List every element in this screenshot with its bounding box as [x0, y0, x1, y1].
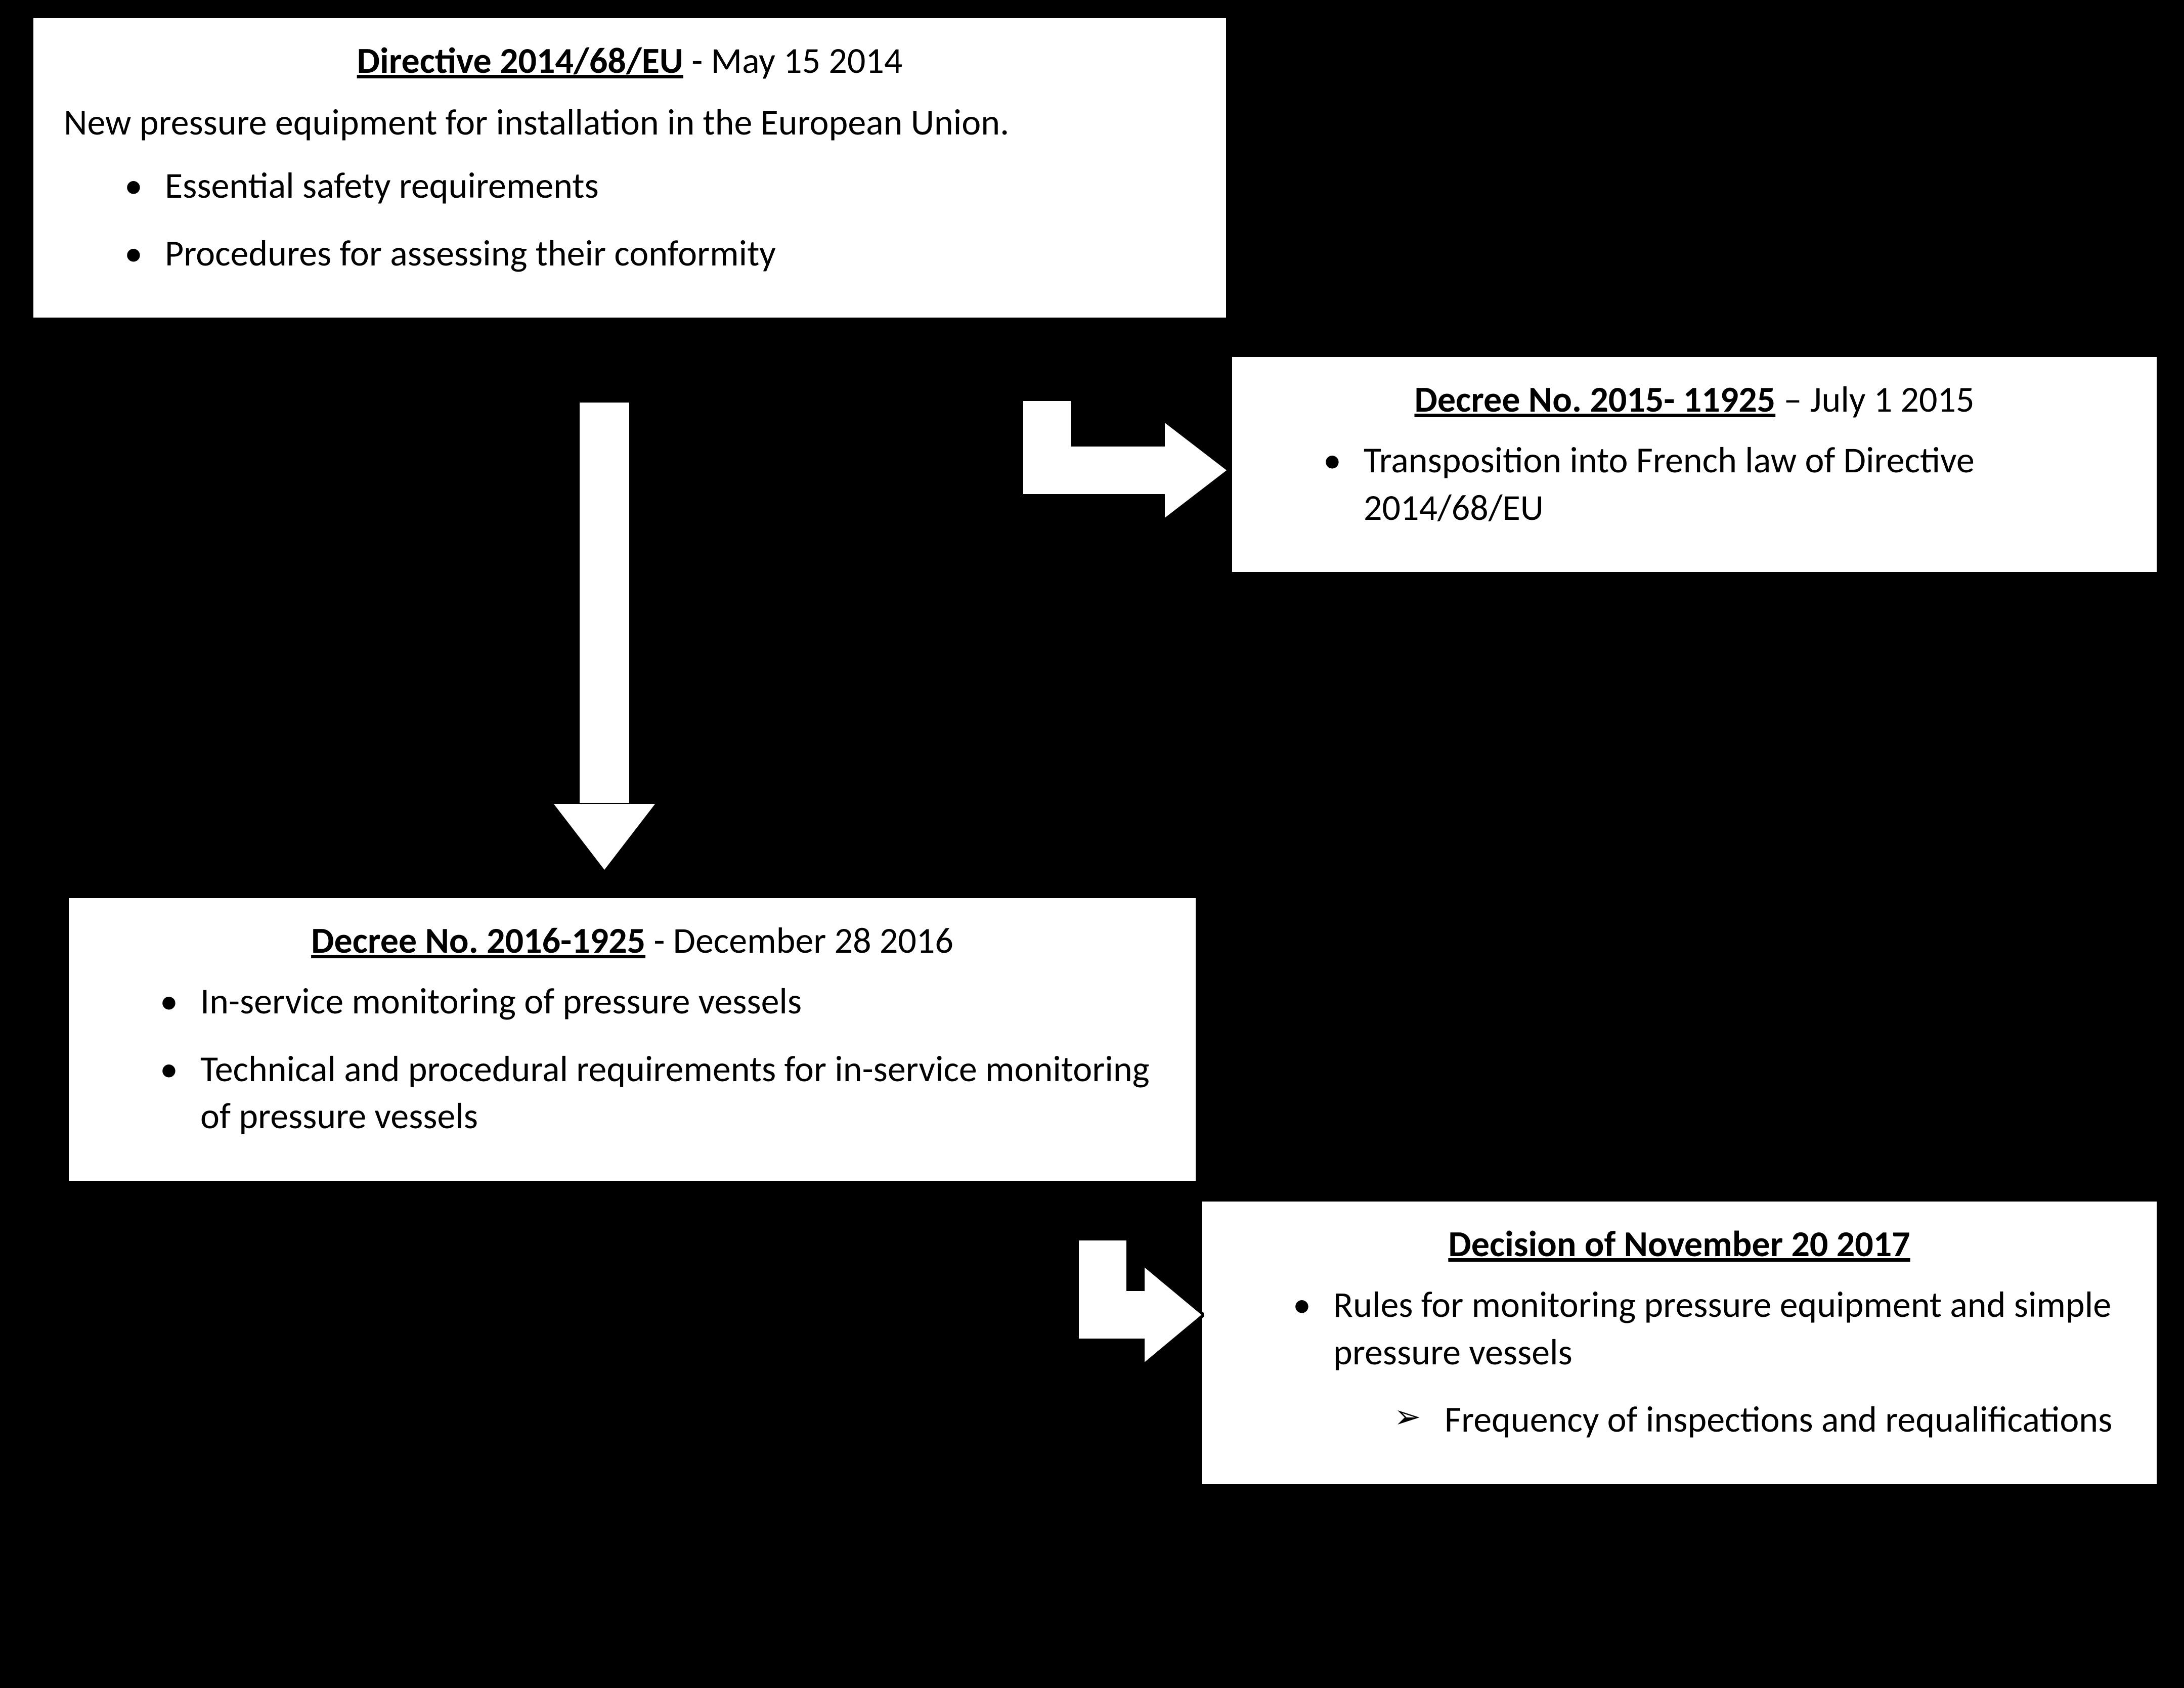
bullet-item: In-service monitoring of pressure vessel… — [160, 978, 1165, 1026]
box-decree-2015-title-line: Decree No. 2015- 11925 – July 1 2015 — [1262, 377, 2126, 422]
elbow-arrow-2 — [1072, 1239, 1204, 1391]
box-decree-2015: Decree No. 2015- 11925 – July 1 2015 Tra… — [1229, 354, 2160, 575]
box-decree-2016: Decree No. 2016-1925 - December 28 2016 … — [66, 895, 1199, 1184]
box-decree-2016-date: - December 28 2016 — [645, 918, 953, 963]
sub-bullet-item: Frequency of inspections and requalifica… — [1394, 1396, 2126, 1444]
box-directive-title: Directive 2014/68/EU — [357, 38, 683, 83]
bullet-text: Rules for monitoring pressure equipment … — [1333, 1282, 2111, 1374]
elbow-arrow-icon — [1072, 1239, 1204, 1391]
bullet-item: Essential safety requirements — [124, 162, 1196, 210]
box-decision-2017-sub-bullets: Frequency of inspections and requalifica… — [1333, 1396, 2126, 1444]
box-directive-date: - May 15 2014 — [683, 38, 902, 83]
box-decree-2015-title: Decree No. 2015- 11925 — [1414, 377, 1775, 422]
bullet-item: Rules for monitoring pressure equipment … — [1293, 1281, 2126, 1444]
box-decree-2015-date: – July 1 2015 — [1775, 377, 1974, 422]
box-decision-2017-bullets: Rules for monitoring pressure equipment … — [1232, 1281, 2126, 1444]
elbow-arrow-icon — [1017, 399, 1229, 541]
box-decree-2015-bullets: Transposition into French law of Directi… — [1262, 437, 2126, 531]
box-directive-title-line: Directive 2014/68/EU - May 15 2014 — [64, 38, 1196, 83]
bullet-item: Transposition into French law of Directi… — [1323, 437, 2126, 531]
box-decree-2016-title-line: Decree No. 2016-1925 - December 28 2016 — [99, 918, 1165, 963]
bullet-item: Procedures for assessing their conformit… — [124, 230, 1196, 278]
arrow-down-head — [554, 804, 655, 870]
bullet-item: Technical and procedural requirements fo… — [160, 1046, 1165, 1140]
box-decision-2017-title: Decision of November 20 2017 — [1448, 1222, 1910, 1266]
box-directive-description: New pressure equipment for installation … — [64, 98, 1196, 147]
box-decision-2017: Decision of November 20 2017 Rules for m… — [1199, 1198, 2160, 1487]
box-decree-2016-bullets: In-service monitoring of pressure vessel… — [99, 978, 1165, 1140]
box-decree-2016-title: Decree No. 2016-1925 — [311, 918, 645, 963]
box-directive-bullets: Essential safety requirements Procedures… — [64, 162, 1196, 277]
box-decision-2017-title-line: Decision of November 20 2017 — [1232, 1222, 2126, 1266]
box-directive: Directive 2014/68/EU - May 15 2014 New p… — [30, 15, 1229, 321]
elbow-arrow-1 — [1017, 399, 1229, 541]
arrow-down-shaft — [577, 399, 632, 804]
